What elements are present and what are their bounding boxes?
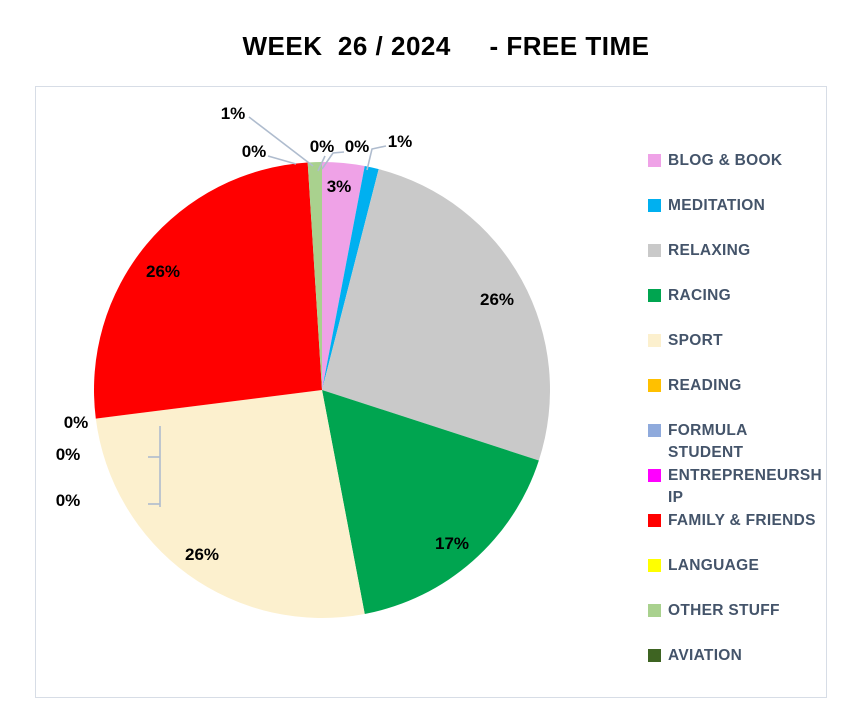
pie-slice-meditation[interactable]: [322, 166, 379, 390]
legend-item-relaxing[interactable]: RELAXING: [648, 240, 751, 262]
legend-label: FORMULA STUDENT: [668, 422, 748, 461]
leader-zero-top-2: [321, 151, 345, 170]
pie-slice-sport[interactable]: [95, 390, 365, 618]
pie-slice-blog-book[interactable]: [322, 162, 365, 390]
legend-label: RACING: [668, 287, 731, 304]
slice-label-zero-top-2: 0%: [344, 137, 370, 156]
slice-label-language: 0%: [241, 142, 267, 161]
legend-label: MEDITATION: [668, 197, 766, 214]
legend-swatch-sport: [648, 334, 661, 347]
legend-item-reading[interactable]: READING: [648, 375, 742, 397]
legend-swatch-racing: [648, 289, 661, 302]
legend-item-aviation[interactable]: AVIATION: [648, 645, 742, 667]
pie-slice-relaxing[interactable]: [322, 169, 551, 461]
legend-label: OTHER STUFF: [668, 602, 780, 619]
slice-label-formula-student: 0%: [55, 445, 81, 464]
slice-label-sport: 26%: [184, 545, 220, 564]
legend-swatch-reading: [648, 379, 661, 392]
legend-item-other-stuff[interactable]: OTHER STUFF: [648, 600, 780, 622]
slice-label-relaxing: 26%: [479, 290, 515, 309]
legend-item-family-friends[interactable]: FAMILY & FRIENDS: [648, 510, 816, 532]
legend-label: ENTREPRENEURSH IP: [668, 467, 823, 506]
leader-meditation: [366, 145, 387, 171]
leader-other-stuff: [248, 116, 314, 167]
legend-item-sport[interactable]: SPORT: [648, 330, 723, 352]
legend-label: LANGUAGE: [668, 557, 760, 574]
legend-label: FAMILY & FRIENDS: [668, 512, 816, 529]
legend-item-formula-student[interactable]: FORMULA STUDENT: [648, 420, 748, 464]
slice-label-other-stuff: 1%: [220, 104, 246, 123]
pie-slice-racing[interactable]: [322, 390, 539, 614]
slice-label-racing: 17%: [434, 534, 470, 553]
legend-swatch-language: [648, 559, 661, 572]
legend-label: SPORT: [668, 332, 723, 349]
leader-zero-top-1: [317, 155, 326, 172]
legend-item-entrepreneurship[interactable]: ENTREPRENEURSH IP: [648, 465, 822, 509]
slice-label-meditation: 1%: [387, 132, 413, 151]
slice-label-zero-top-1: 0%: [309, 137, 335, 156]
legend-item-blog-book[interactable]: BLOG & BOOK: [648, 150, 782, 172]
chart-title: WEEK 26 / 2024 - FREE TIME: [242, 31, 650, 61]
slice-label-blog-book: 3%: [326, 177, 352, 196]
legend-swatch-formula-student: [648, 424, 661, 437]
legend-item-language[interactable]: LANGUAGE: [648, 555, 759, 577]
legend-swatch-other-stuff: [648, 604, 661, 617]
legend-swatch-entrepreneurship: [648, 469, 661, 482]
slice-label-family-friends: 26%: [145, 262, 181, 281]
plot-area-border: [35, 86, 827, 698]
legend-label: RELAXING: [668, 242, 751, 259]
legend-item-meditation[interactable]: MEDITATION: [648, 195, 765, 217]
legend-label: BLOG & BOOK: [668, 152, 783, 169]
legend-swatch-blog-book: [648, 154, 661, 167]
legend-label: READING: [668, 377, 742, 394]
slice-label-reading: 0%: [63, 413, 89, 432]
pie-slice-other-stuff[interactable]: [307, 162, 322, 390]
slice-label-entrepreneurship: 0%: [55, 491, 81, 510]
legend-swatch-aviation: [648, 649, 661, 662]
pie-slice-family-friends[interactable]: [94, 162, 322, 419]
legend-item-racing[interactable]: RACING: [648, 285, 731, 307]
legend-swatch-meditation: [648, 199, 661, 212]
legend-swatch-relaxing: [648, 244, 661, 257]
legend-swatch-family-friends: [648, 514, 661, 527]
leader-language: [267, 155, 297, 165]
legend-label: AVIATION: [668, 647, 743, 664]
